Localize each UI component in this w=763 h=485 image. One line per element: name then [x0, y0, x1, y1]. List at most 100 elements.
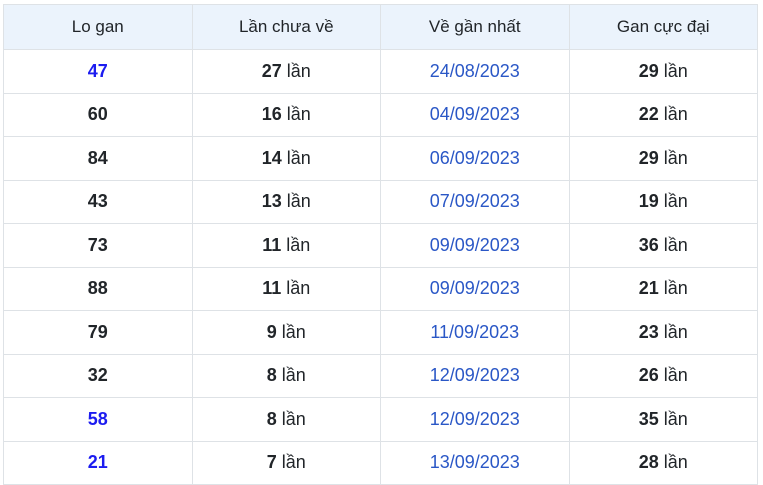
last-seen-date[interactable]: 12/09/2023 [429, 365, 520, 386]
max-gap-count: 36 [638, 234, 659, 255]
max-gap-suffix: lần [663, 408, 688, 429]
last-seen-cell: 24/08/2023 [380, 49, 570, 94]
table-row: 43 13 lần 07/09/2023 19 lần [3, 179, 758, 224]
header-row: Lo gan Lần chưa về Về gần nhất Gan cực đ… [3, 4, 758, 50]
missed-count-cell: 14 lần [191, 136, 381, 181]
max-gap-count: 22 [638, 104, 659, 125]
page: Lo gan Lần chưa về Về gần nhất Gan cực đ… [3, 4, 758, 485]
lo-gan-value[interactable]: 58 [87, 408, 108, 429]
lo-gan-cell: 43 [3, 179, 193, 224]
last-seen-date[interactable]: 12/09/2023 [429, 408, 520, 429]
lo-gan-cell: 21 [3, 440, 193, 485]
lo-gan-value[interactable]: 21 [87, 452, 108, 473]
max-gap-count: 23 [638, 321, 659, 342]
max-gap-cell: 19 lần [568, 179, 758, 224]
max-gap-suffix: lần [663, 321, 688, 342]
lo-gan-value: 60 [87, 104, 108, 125]
max-gap-suffix: lần [663, 191, 688, 212]
table-row: 73 11 lần 09/09/2023 36 lần [3, 223, 758, 268]
missed-count-cell: 9 lần [191, 310, 381, 355]
max-gap-count: 21 [638, 278, 659, 299]
max-gap-cell: 28 lần [568, 440, 758, 485]
missed-count: 7 [266, 452, 277, 473]
missed-suffix: lần [281, 365, 306, 386]
max-gap-count: 35 [638, 408, 659, 429]
lo-gan-value: 73 [87, 234, 108, 255]
lo-gan-cell: 60 [3, 92, 193, 137]
missed-count-cell: 8 lần [191, 353, 381, 398]
missed-count: 8 [266, 365, 277, 386]
max-gap-suffix: lần [663, 60, 688, 81]
last-seen-date[interactable]: 04/09/2023 [429, 104, 520, 125]
missed-count-cell: 11 lần [191, 223, 381, 268]
last-seen-date[interactable]: 24/08/2023 [429, 60, 520, 81]
last-seen-cell: 13/09/2023 [380, 440, 570, 485]
lo-gan-cell: 47 [3, 49, 193, 94]
lo-gan-cell: 79 [3, 310, 193, 355]
missed-suffix: lần [281, 321, 306, 342]
last-seen-date[interactable]: 09/09/2023 [429, 278, 520, 299]
lo-gan-stats-table: Lo gan Lần chưa về Về gần nhất Gan cực đ… [3, 4, 758, 485]
last-seen-date[interactable]: 13/09/2023 [429, 452, 520, 473]
max-gap-suffix: lần [663, 234, 688, 255]
max-gap-suffix: lần [663, 147, 688, 168]
lo-gan-cell: 84 [3, 136, 193, 181]
missed-suffix: lần [281, 408, 306, 429]
table-row: 60 16 lần 04/09/2023 22 lần [3, 92, 758, 137]
max-gap-cell: 29 lần [568, 49, 758, 94]
max-gap-cell: 22 lần [568, 92, 758, 137]
max-gap-suffix: lần [663, 104, 688, 125]
missed-count-cell: 13 lần [191, 179, 381, 224]
max-gap-count: 19 [638, 191, 659, 212]
last-seen-date[interactable]: 09/09/2023 [429, 234, 520, 255]
lo-gan-value[interactable]: 47 [87, 60, 108, 81]
lo-gan-cell: 73 [3, 223, 193, 268]
last-seen-cell: 04/09/2023 [380, 92, 570, 137]
missed-count: 11 [262, 278, 282, 299]
missed-count-cell: 27 lần [191, 49, 381, 94]
lo-gan-cell: 88 [3, 266, 193, 311]
max-gap-cell: 21 lần [568, 266, 758, 311]
missed-count-cell: 7 lần [191, 440, 381, 485]
lo-gan-value: 32 [87, 365, 108, 386]
max-gap-suffix: lần [663, 365, 688, 386]
table-row: 32 8 lần 12/09/2023 26 lần [3, 353, 758, 398]
max-gap-count: 28 [638, 452, 659, 473]
missed-count: 16 [261, 104, 282, 125]
last-seen-cell: 07/09/2023 [380, 179, 570, 224]
lo-gan-value: 43 [87, 191, 108, 212]
max-gap-count: 26 [638, 365, 659, 386]
missed-count-cell: 16 lần [191, 92, 381, 137]
column-header-lo-gan: Lo gan [3, 4, 193, 50]
column-header-lan-chua-ve: Lần chưa về [191, 4, 381, 50]
table-row: 84 14 lần 06/09/2023 29 lần [3, 136, 758, 181]
last-seen-cell: 12/09/2023 [380, 353, 570, 398]
table-row: 58 8 lần 12/09/2023 35 lần [3, 397, 758, 442]
table-header: Lo gan Lần chưa về Về gần nhất Gan cực đ… [3, 4, 758, 50]
last-seen-date[interactable]: 07/09/2023 [429, 191, 520, 212]
last-seen-cell: 12/09/2023 [380, 397, 570, 442]
missed-suffix: lần [281, 452, 306, 473]
missed-count: 27 [261, 60, 282, 81]
column-header-ve-gan-nhat: Về gần nhất [380, 4, 570, 50]
max-gap-count: 29 [638, 147, 659, 168]
missed-count-cell: 8 lần [191, 397, 381, 442]
last-seen-date[interactable]: 11/09/2023 [430, 321, 520, 342]
last-seen-cell: 06/09/2023 [380, 136, 570, 181]
missed-suffix: lần [286, 191, 311, 212]
table-row: 88 11 lần 09/09/2023 21 lần [3, 266, 758, 311]
last-seen-date[interactable]: 06/09/2023 [429, 147, 520, 168]
missed-suffix: lần [286, 60, 311, 81]
last-seen-cell: 11/09/2023 [380, 310, 570, 355]
max-gap-cell: 23 lần [568, 310, 758, 355]
missed-count-cell: 11 lần [191, 266, 381, 311]
max-gap-cell: 26 lần [568, 353, 758, 398]
missed-count: 14 [261, 147, 282, 168]
max-gap-cell: 36 lần [568, 223, 758, 268]
max-gap-count: 29 [638, 60, 659, 81]
missed-count: 11 [262, 234, 282, 255]
table-row: 21 7 lần 13/09/2023 28 lần [3, 440, 758, 485]
max-gap-cell: 29 lần [568, 136, 758, 181]
missed-count: 8 [266, 408, 277, 429]
missed-count: 9 [266, 321, 277, 342]
